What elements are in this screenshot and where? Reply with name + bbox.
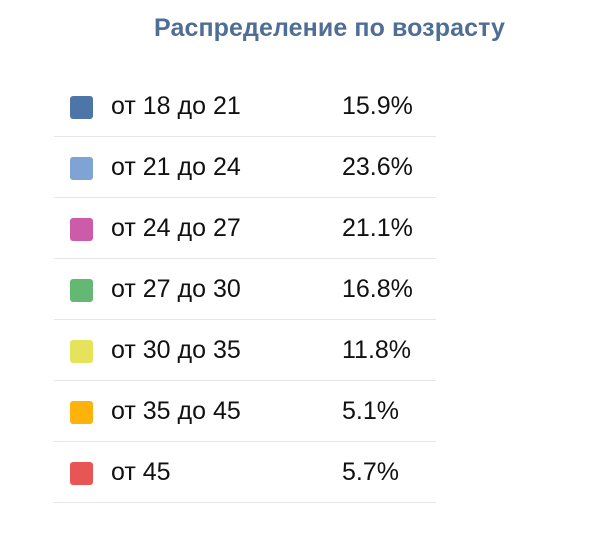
color-swatch <box>70 462 93 485</box>
legend-row-45-plus: от 45 5.7% <box>54 442 436 503</box>
color-swatch <box>70 340 93 363</box>
widget-title: Распределение по возрасту <box>154 14 506 42</box>
age-legend-list: от 18 до 21 15.9% от 21 до 24 23.6% от 2… <box>54 76 436 503</box>
age-range-label: от 18 до 21 <box>111 92 241 120</box>
percentage-value: 11.8% <box>342 336 412 364</box>
legend-row-30-35: от 30 до 35 11.8% <box>54 320 436 381</box>
color-swatch <box>70 218 93 241</box>
color-swatch <box>70 157 93 180</box>
percentage-value: 5.7% <box>342 458 399 486</box>
color-swatch <box>70 401 93 424</box>
age-range-label: от 24 до 27 <box>111 214 241 242</box>
age-range-label: от 45 <box>111 458 171 486</box>
age-range-label: от 35 до 45 <box>111 397 241 425</box>
percentage-value: 23.6% <box>342 153 413 181</box>
percentage-value: 15.9% <box>342 92 413 120</box>
legend-row-21-24: от 21 до 24 23.6% <box>54 137 436 198</box>
age-range-label: от 30 до 35 <box>111 336 241 364</box>
age-range-label: от 27 до 30 <box>111 275 241 303</box>
legend-row-27-30: от 27 до 30 16.8% <box>54 259 436 320</box>
color-swatch <box>70 279 93 302</box>
legend-row-24-27: от 24 до 27 21.1% <box>54 198 436 259</box>
legend-row-35-45: от 35 до 45 5.1% <box>54 381 436 442</box>
percentage-value: 21.1% <box>342 214 413 242</box>
percentage-value: 16.8% <box>342 275 413 303</box>
age-range-label: от 21 до 24 <box>111 153 241 181</box>
legend-row-18-21: от 18 до 21 15.9% <box>54 76 436 137</box>
percentage-value: 5.1% <box>342 397 399 425</box>
color-swatch <box>70 96 93 119</box>
